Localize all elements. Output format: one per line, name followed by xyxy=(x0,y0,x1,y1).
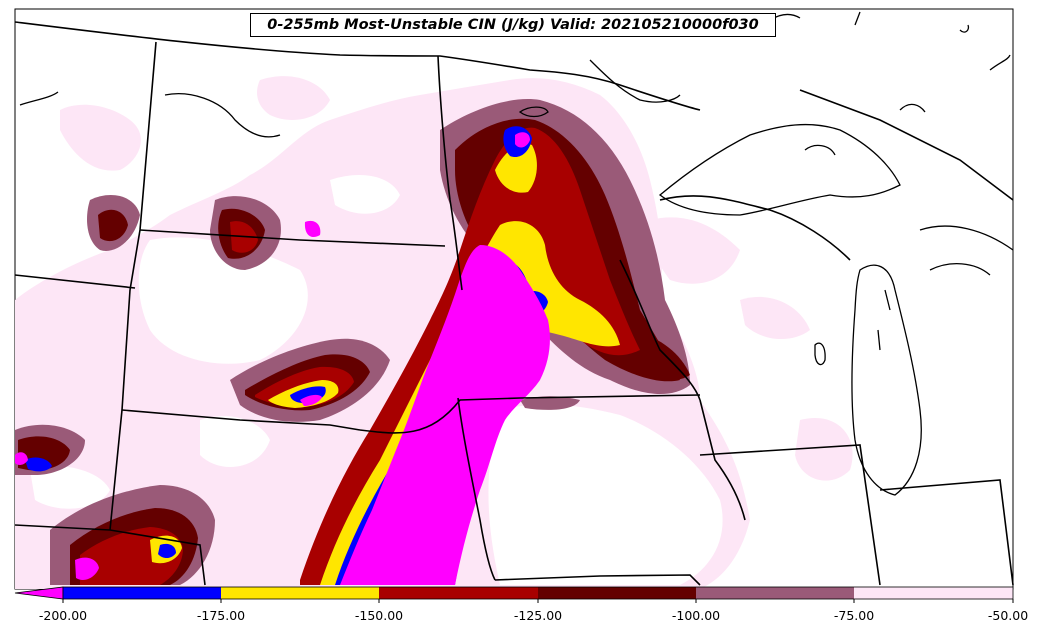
colorbar-tick-label: -125.00 xyxy=(513,608,563,623)
colorbar-tick-label: -50.00 xyxy=(987,608,1029,623)
colorbar xyxy=(14,586,1014,603)
colorbar-segment-1 xyxy=(63,587,221,599)
colorbar-tick-label: -75.00 xyxy=(833,608,875,623)
colorbar-tick-label: -200.00 xyxy=(38,608,88,623)
colorbar-segment-3 xyxy=(379,587,538,599)
colorbar-tick-label: -175.00 xyxy=(196,608,246,623)
colorbar-segment-4 xyxy=(538,587,696,599)
cin-fill-none xyxy=(30,175,723,585)
colorbar-segment-6 xyxy=(854,587,1013,599)
colorbar-segment-2 xyxy=(221,587,379,599)
colorbar-tick-label: -100.00 xyxy=(671,608,721,623)
map-title: 0-255mb Most-Unstable CIN (J/kg) Valid: … xyxy=(250,13,776,37)
state-boundaries xyxy=(14,21,1014,586)
colorbar-segment-5 xyxy=(696,587,854,599)
lake-outlines xyxy=(19,59,1014,496)
colorbar-tick-label: -150.00 xyxy=(354,608,404,623)
